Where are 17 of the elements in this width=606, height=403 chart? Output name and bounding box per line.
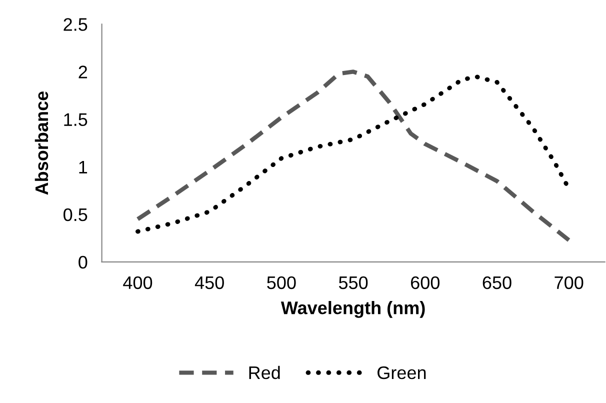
legend-label: Red xyxy=(249,366,280,380)
y-tick-label: 0 xyxy=(78,256,88,269)
x-tick-label: 450 xyxy=(194,276,224,290)
y-tick-label: 2 xyxy=(78,66,88,78)
x-tick-label: 700 xyxy=(554,276,584,290)
x-tick-label: 650 xyxy=(482,276,512,290)
y-tick-label: 2.5 xyxy=(64,18,88,31)
x-tick-label: 500 xyxy=(267,276,296,290)
y-axis-title: Absorbance xyxy=(34,92,48,195)
y-tick-label: 1.5 xyxy=(64,113,88,126)
y-tick-label: 1 xyxy=(79,160,88,174)
legend-label: Green xyxy=(378,366,426,380)
y-tick-label: 0.5 xyxy=(64,208,88,222)
x-tick-label: 400 xyxy=(123,276,152,290)
x-tick-label: 600 xyxy=(411,276,440,290)
x-tick-label: 550 xyxy=(338,276,368,290)
x-axis-title: Wavelength (nm) xyxy=(280,301,425,318)
